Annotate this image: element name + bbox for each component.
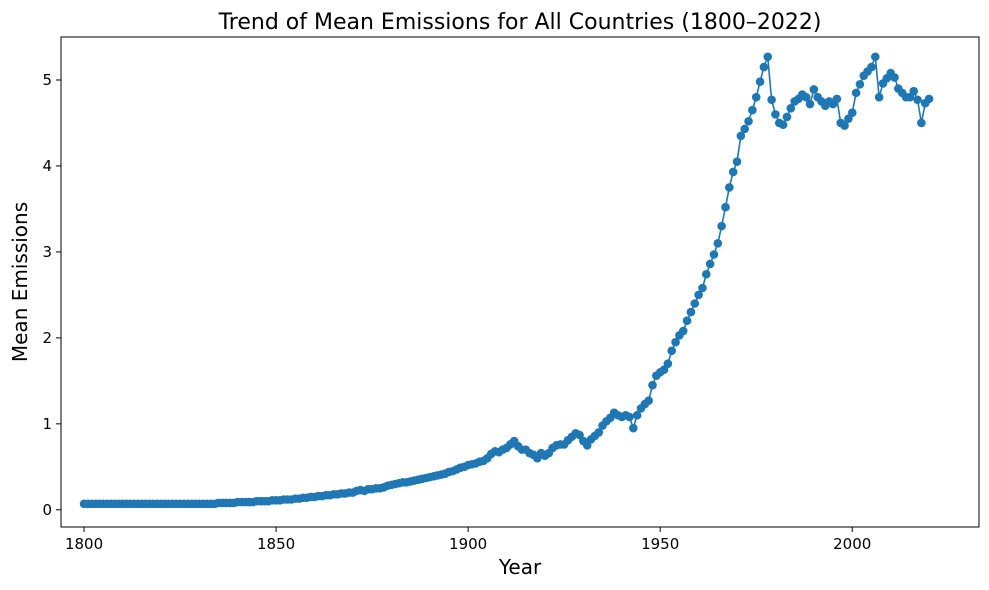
plot-frame [60,36,980,528]
data-point [694,290,703,300]
data-point [717,221,726,231]
data-point [782,112,792,122]
data-point [709,250,719,259]
data-point [913,95,922,105]
data-point [690,299,700,308]
y-tick-label: 2 [42,329,52,347]
data-point [721,202,730,212]
data-point [832,94,842,104]
data-point [801,92,811,102]
y-tick-label: 0 [42,501,52,519]
data-point [759,62,769,72]
data-point [678,326,688,336]
x-tick-label: 1800 [65,535,103,553]
y-tick-label: 3 [42,243,52,261]
data-point [851,88,861,98]
data-point [748,105,757,115]
data-point [917,118,926,128]
data-point [874,92,884,102]
data-point [771,110,780,119]
x-axis-label: Year [498,555,542,579]
data-point [671,337,680,347]
y-tick-label: 5 [42,71,52,89]
data-point [909,86,918,96]
data-point [686,307,696,317]
data-point [713,239,723,248]
y-tick-label: 4 [42,157,52,175]
plot-area: 1800 1850 1900 1950 2000 0 1 2 3 4 5 [42,36,980,553]
data-point [847,108,857,117]
x-tick-label: 1900 [449,535,487,553]
data-point [594,428,604,437]
y-axis-label: Mean Emissions [8,202,32,362]
data-point [728,167,738,177]
series-line [84,56,930,505]
data-point [805,99,815,109]
data-point [890,73,899,82]
data-point [778,120,788,129]
data-point [744,116,753,126]
data-point [667,346,677,356]
data-point [644,396,653,405]
data-point [632,410,642,420]
data-point [740,124,749,134]
data-point [705,259,715,269]
data-point [767,95,776,105]
data-point [736,131,746,141]
data-point [786,104,796,113]
data-point [629,423,638,433]
data-point [732,157,742,166]
data-point [755,77,765,86]
x-tick-label: 1950 [641,535,679,553]
x-tick-label: 1850 [257,535,295,553]
data-point [682,316,692,325]
x-tick-label: 2000 [833,535,871,553]
data-point [763,52,773,62]
data-point [625,412,634,422]
data-point [867,62,876,72]
data-point [751,92,761,102]
data-point [663,359,673,368]
data-point [870,52,880,62]
chart-title: Trend of Mean Emissions for All Countrie… [218,10,822,35]
data-point [840,121,849,130]
data-point [855,79,865,89]
y-tick-label: 1 [42,415,52,433]
data-point [725,183,734,192]
data-point [809,85,819,94]
data-point [648,380,657,390]
data-point [698,283,707,293]
data-point [701,269,711,279]
data-point [924,94,934,104]
